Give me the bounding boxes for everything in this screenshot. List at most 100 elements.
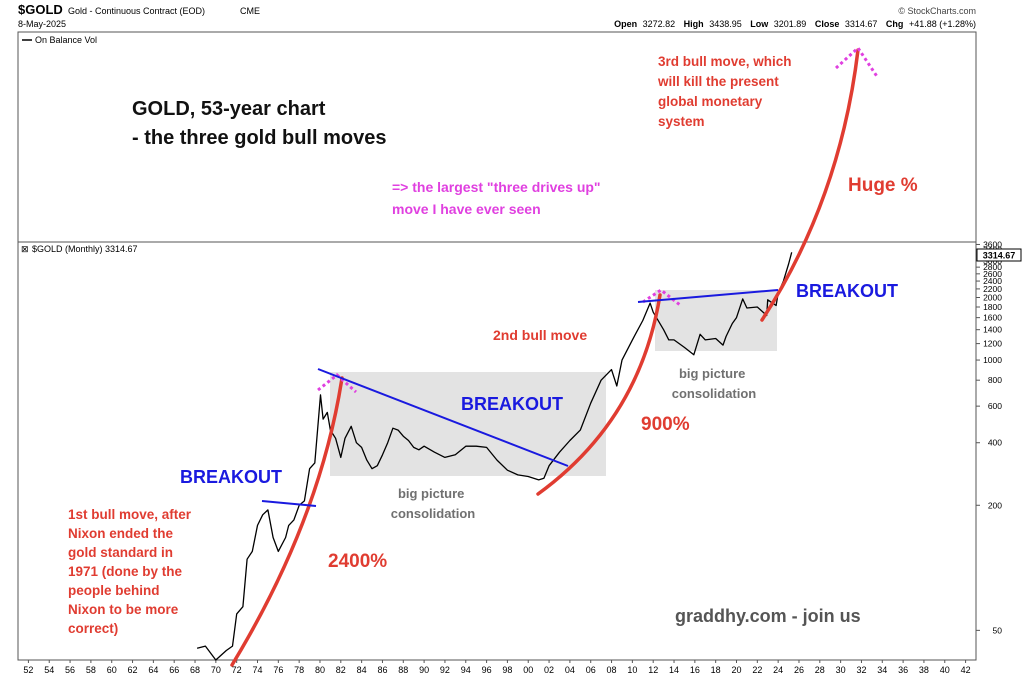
close-label: Close xyxy=(815,19,840,29)
bull-move-2-curve xyxy=(536,293,662,496)
y-tick-label: 800 xyxy=(988,375,1002,385)
x-tick-label: 58 xyxy=(86,665,96,675)
bull-move-1-line: people behind xyxy=(68,583,160,598)
x-tick-label: 32 xyxy=(856,665,866,675)
y-tick-label: 1000 xyxy=(983,355,1002,365)
bull-move-1-line: 1971 (done by the xyxy=(68,564,183,579)
bull-move-1-label: 1st bull move, after Nixon ended the gol… xyxy=(68,507,195,636)
bull-move-3-line: 3rd bull move, which xyxy=(658,54,792,69)
y-tick-label: 600 xyxy=(988,401,1002,411)
y-tick-label: 200 xyxy=(988,500,1002,510)
consolidation-1-line: big picture xyxy=(398,486,464,501)
x-tick-label: 00 xyxy=(523,665,533,675)
header-exchange: CME xyxy=(240,6,260,16)
consolidation-box-1 xyxy=(330,372,606,476)
pct-label-3: Huge % xyxy=(848,175,918,196)
x-tick-label: 82 xyxy=(336,665,346,675)
peak-2-marker xyxy=(642,288,681,307)
x-tick-label: 64 xyxy=(148,665,158,675)
y-tick-label: 1800 xyxy=(983,302,1002,312)
bull-move-1-line: correct) xyxy=(68,621,118,636)
bull-move-1-line: Nixon ended the xyxy=(68,526,173,541)
x-tick-label: 06 xyxy=(586,665,596,675)
bull-move-3-line: will kill the present xyxy=(657,74,779,89)
close-value: 3314.67 xyxy=(845,19,878,29)
chg-label: Chg xyxy=(886,19,904,29)
consolidation-label-2: big picture consolidation xyxy=(672,366,757,401)
x-tick-label: 72 xyxy=(232,665,242,675)
x-tick-label: 96 xyxy=(482,665,492,675)
x-tick-label: 18 xyxy=(711,665,721,675)
x-tick-label: 70 xyxy=(211,665,221,675)
bull-move-1-line: Nixon to be more xyxy=(68,602,179,617)
x-tick-label: 80 xyxy=(315,665,325,675)
bull-move-1-line: gold standard in xyxy=(68,545,173,560)
pct-label-1: 2400% xyxy=(328,551,387,572)
x-tick-label: 60 xyxy=(107,665,117,675)
open-label: Open xyxy=(614,19,637,29)
y-tick-label: 2000 xyxy=(983,293,1002,303)
bull-move-3-label: 3rd bull move, which will kill the prese… xyxy=(657,54,795,129)
x-tick-label: 76 xyxy=(273,665,283,675)
header-credit: © StockCharts.com xyxy=(898,6,976,16)
x-tick-label: 74 xyxy=(252,665,262,675)
breakout-line-3 xyxy=(637,289,779,303)
low-value: 3201.89 xyxy=(774,19,807,29)
bull-move-2-label: 2nd bull move xyxy=(493,327,587,343)
y-tick-label: 3600 xyxy=(983,239,1002,249)
x-tick-label: 20 xyxy=(731,665,741,675)
y-tick-label: 1400 xyxy=(983,325,1002,335)
y-tick-label: 2400 xyxy=(983,276,1002,286)
consolidation-2-line: consolidation xyxy=(672,386,757,401)
high-value: 3438.95 xyxy=(709,19,742,29)
gold-price-line xyxy=(196,252,793,661)
y-tick-label: 50 xyxy=(993,625,1003,635)
x-tick-label: 68 xyxy=(190,665,200,675)
x-tick-label: 28 xyxy=(815,665,825,675)
x-axis-ticks: 52 54 56 58 60 62 64 66 68 70 72 74 76 78 80 82 84 86 88 90… xyxy=(23,660,971,675)
x-tick-label: 30 xyxy=(836,665,846,675)
y-tick-label: 1600 xyxy=(983,313,1002,323)
header-description: Gold - Continuous Contract (EOD) xyxy=(68,6,205,16)
y-tick-label: 400 xyxy=(988,438,1002,448)
bull-move-1-curve xyxy=(230,376,344,667)
three-drives-note-line1: => the largest "three drives up" xyxy=(392,179,601,195)
x-tick-label: 36 xyxy=(898,665,908,675)
x-tick-label: 84 xyxy=(357,665,367,675)
breakout-label-3: BREAKOUT xyxy=(796,281,898,301)
x-tick-label: 38 xyxy=(919,665,929,675)
x-tick-label: 66 xyxy=(169,665,179,675)
x-tick-label: 04 xyxy=(565,665,575,675)
x-tick-label: 14 xyxy=(669,665,679,675)
x-tick-label: 62 xyxy=(128,665,138,675)
header-date: 8-May-2025 xyxy=(18,19,66,29)
consolidation-2-line: big picture xyxy=(679,366,745,381)
x-tick-label: 24 xyxy=(773,665,783,675)
chart-title-line2: - the three gold bull moves xyxy=(132,127,386,149)
header-quote: Open 3272.82 High 3438.95 Low 3201.89 Cl… xyxy=(614,19,976,29)
low-label: Low xyxy=(750,19,769,29)
x-tick-label: 56 xyxy=(65,665,75,675)
chart-title-line1: GOLD, 53-year chart xyxy=(132,98,326,120)
breakout-label-1: BREAKOUT xyxy=(180,467,282,487)
x-tick-label: 02 xyxy=(544,665,554,675)
last-price-label: 3314.67 xyxy=(983,251,1016,261)
consolidation-1-line: consolidation xyxy=(391,506,476,521)
three-drives-note-line2: move I have ever seen xyxy=(392,201,541,217)
breakout-line-1 xyxy=(261,500,317,507)
x-tick-label: 08 xyxy=(607,665,617,675)
x-tick-label: 10 xyxy=(627,665,637,675)
bull-move-1-line: 1st bull move, after xyxy=(68,507,192,522)
x-tick-label: 86 xyxy=(377,665,387,675)
price-legend-label: $GOLD (Monthly) 3314.67 xyxy=(32,244,138,254)
y-tick-label: 2800 xyxy=(983,262,1002,272)
x-tick-label: 78 xyxy=(294,665,304,675)
x-tick-label: 90 xyxy=(419,665,429,675)
y-tick-label: 2600 xyxy=(983,269,1002,279)
chg-value: +41.88 (+1.28%) xyxy=(909,19,976,29)
x-tick-label: 26 xyxy=(794,665,804,675)
x-tick-label: 40 xyxy=(940,665,950,675)
x-tick-label: 88 xyxy=(398,665,408,675)
